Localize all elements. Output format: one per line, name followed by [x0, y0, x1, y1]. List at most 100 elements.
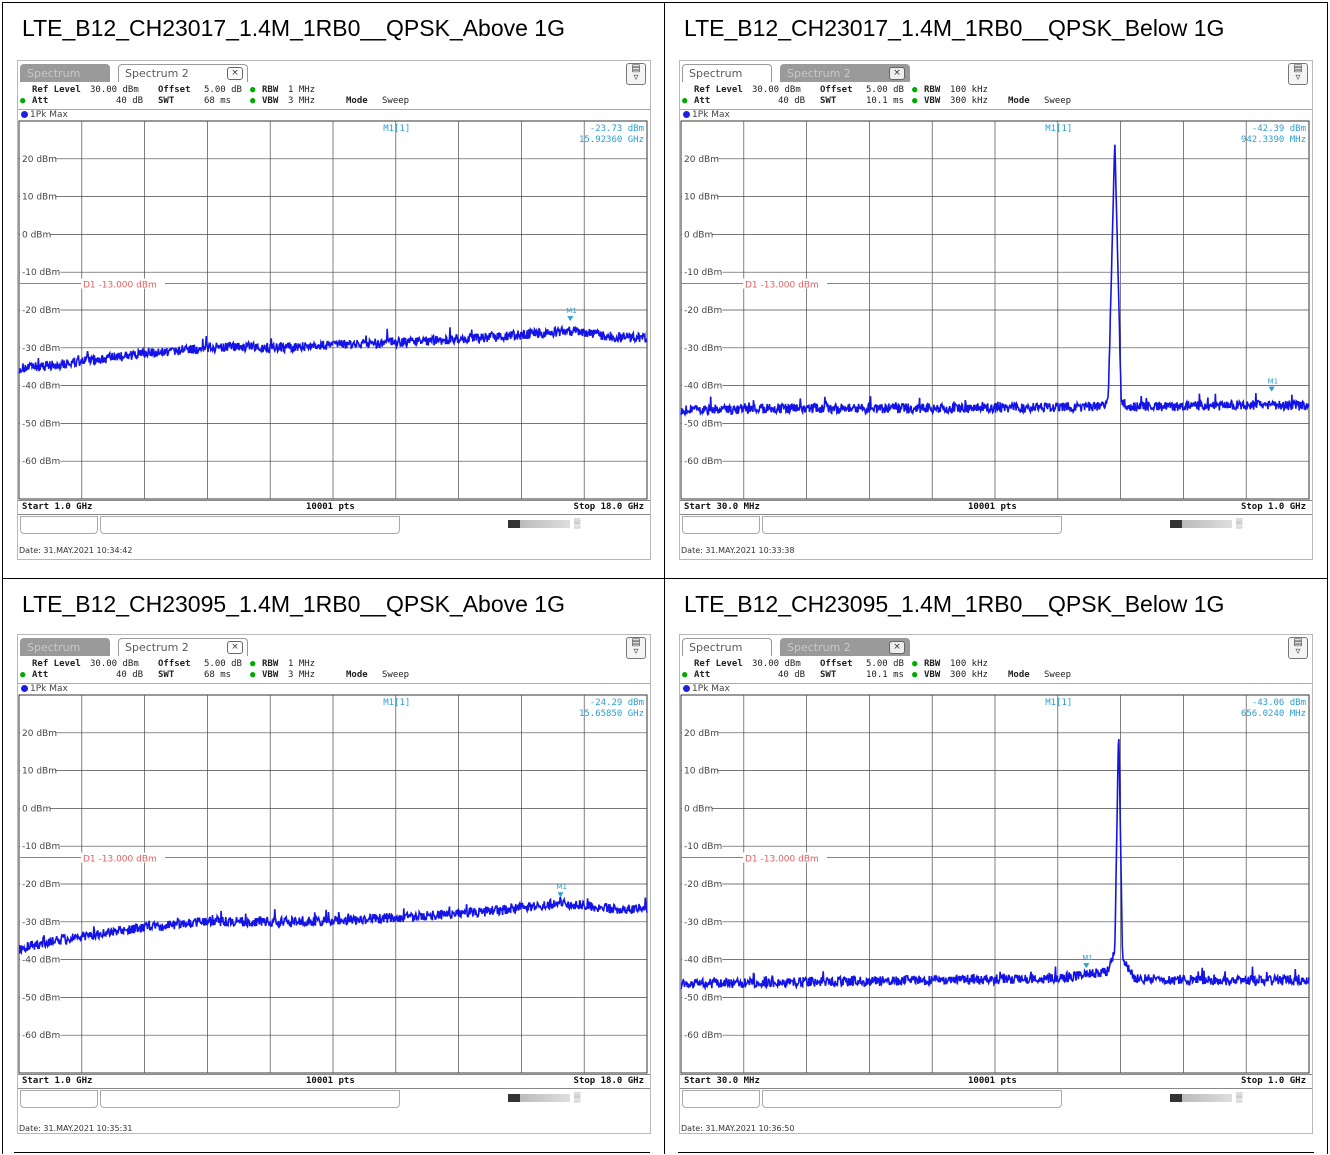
- marker-m1: [1268, 386, 1275, 392]
- sweep-points: 10001 pts: [306, 1076, 355, 1086]
- tab-spectrum[interactable]: Spectrum: [20, 64, 110, 82]
- sweep-points: 10001 pts: [306, 502, 355, 512]
- settings-row-2: ● Att 40 dB SWT 10.1 ms ● VBW 300 kHz Mode Sweep: [680, 670, 1312, 682]
- y-tick-label: 10 dBm: [684, 767, 719, 777]
- grid: [18, 120, 648, 500]
- start-frequency: Start 30.0 MHz: [684, 502, 760, 512]
- status-field: [682, 1090, 760, 1108]
- trace-color-icon: [683, 685, 690, 692]
- display-config-icon[interactable]: ▤ ▿: [626, 637, 646, 659]
- ref-level-value: 30.00 dBm: [90, 659, 139, 669]
- tab-spectrum-2[interactable]: Spectrum 2 ×: [118, 64, 248, 82]
- measuring-icon: ▒: [574, 518, 581, 528]
- spectrum-analyzer-screenshot: Spectrum Spectrum 2 × ▤ ▿ Ref Level 30.00 dBm O…: [679, 60, 1313, 560]
- display-line-label: D1 -13.000 dBm: [83, 855, 157, 865]
- y-tick-label: 0 dBm: [22, 804, 51, 814]
- table-border-divider: [664, 2, 665, 1154]
- tick-label-bg: [682, 954, 723, 965]
- trace-1: [680, 739, 1310, 991]
- tab-label: Spectrum: [689, 641, 743, 654]
- mode-label: Mode: [346, 670, 368, 680]
- vbw-label: VBW: [262, 670, 279, 680]
- display-line-label: D1 -13.000 dBm: [745, 855, 819, 865]
- marker-readout-level: -23.73 dBm: [590, 124, 644, 134]
- capture-date: Date: 31.MAY.2021 10:36:50: [681, 1124, 795, 1133]
- y-tick-label: -60 dBm: [684, 457, 722, 467]
- att-indicator-icon: ●: [20, 670, 26, 680]
- progress-indicator-icon: [508, 1094, 570, 1102]
- tick-label-bg: [20, 229, 50, 240]
- close-tab-icon[interactable]: ×: [889, 641, 905, 654]
- measuring-icon: ▒: [574, 1092, 581, 1102]
- att-value: 40 dB: [778, 670, 806, 680]
- att-label: Att: [694, 96, 711, 106]
- frequency-axis-bar: Start 30.0 MHz 10001 pts Stop 1.0 GHz: [680, 1074, 1312, 1089]
- settings-row-2: ● Att 40 dB SWT 68 ms ● VBW 3 MHz Mode Sweep: [18, 96, 650, 108]
- y-tick-label: -50 dBm: [22, 993, 60, 1003]
- marker-readout-frequency: 15.65850 GHz: [579, 709, 644, 719]
- display-config-icon[interactable]: ▤ ▿: [1288, 63, 1308, 85]
- trace-label: 1Pk Max: [18, 683, 650, 695]
- status-bar: ▒: [680, 1088, 1312, 1108]
- tab-spectrum[interactable]: Spectrum: [20, 638, 110, 656]
- tab-spectrum-2[interactable]: Spectrum 2 ×: [780, 64, 910, 82]
- close-tab-icon[interactable]: ×: [227, 641, 243, 654]
- trace-color-icon: [21, 685, 28, 692]
- tick-label-bg: [20, 803, 50, 814]
- trace-mode: 1Pk Max: [30, 110, 68, 120]
- display-config-icon[interactable]: ▤ ▿: [1288, 637, 1308, 659]
- att-indicator-icon: ●: [682, 96, 688, 106]
- tab-spectrum[interactable]: Spectrum: [682, 638, 772, 656]
- tab-label: Spectrum: [27, 641, 81, 654]
- swt-value: 68 ms: [204, 670, 232, 680]
- table-border-top: [2, 2, 1328, 3]
- y-tick-label: 0 dBm: [22, 230, 51, 240]
- y-tick-label: 10 dBm: [22, 767, 57, 777]
- rbw-value: 1 MHz: [288, 85, 316, 95]
- start-frequency: Start 30.0 MHz: [684, 1076, 760, 1086]
- rbw-indicator-icon: ●: [250, 85, 256, 95]
- display-config-icon[interactable]: ▤ ▿: [626, 63, 646, 85]
- tick-label-bg: [682, 456, 723, 467]
- marker-readout-name: M1[1]: [1045, 124, 1072, 134]
- y-tick-label: -60 dBm: [22, 1031, 60, 1041]
- vbw-label: VBW: [924, 670, 941, 680]
- status-bar: ▒: [18, 1088, 650, 1108]
- spectrum-analyzer-screenshot: Spectrum Spectrum 2 × ▤ ▿ Ref Level 30.00 dBm O…: [17, 634, 651, 1134]
- tick-label-bg: [20, 954, 61, 965]
- rbw-indicator-icon: ●: [912, 659, 918, 669]
- close-tab-icon[interactable]: ×: [227, 67, 243, 80]
- marker-readout-frequency: 15.92360 GHz: [579, 135, 644, 145]
- marker-readout-name: M1[1]: [1045, 698, 1072, 708]
- tick-label-bg: [20, 418, 61, 429]
- tab-spectrum-2[interactable]: Spectrum 2 ×: [780, 638, 910, 656]
- grid: [18, 694, 648, 1074]
- tab-spectrum-2[interactable]: Spectrum 2 ×: [118, 638, 248, 656]
- marker-readout-level: -24.29 dBm: [590, 698, 644, 708]
- close-tab-icon[interactable]: ×: [889, 67, 905, 80]
- message-field: [762, 1090, 1062, 1108]
- rbw-indicator-icon: ●: [250, 659, 256, 669]
- tick-label-bg: [20, 267, 61, 278]
- tick-label-bg: [20, 841, 61, 852]
- tick-label-bg: [20, 380, 61, 391]
- table-border-bottom-left: [14, 1152, 650, 1153]
- swt-label: SWT: [158, 670, 175, 680]
- tab-spectrum[interactable]: Spectrum: [682, 64, 772, 82]
- ref-level-value: 30.00 dBm: [752, 659, 801, 669]
- att-indicator-icon: ●: [20, 96, 26, 106]
- att-label: Att: [32, 96, 49, 106]
- swt-value: 10.1 ms: [866, 96, 904, 106]
- marker-m1: [1083, 963, 1090, 969]
- tick-label-bg: [682, 305, 723, 315]
- tab-label: Spectrum: [689, 67, 743, 80]
- settings-row-1: Ref Level 30.00 dBm Offset 5.00 dB ● RBW 100 k…: [680, 659, 1312, 671]
- tab-label: Spectrum 2: [125, 67, 189, 80]
- tab-bar: Spectrum Spectrum 2 ×: [680, 61, 1312, 83]
- status-field: [20, 1090, 98, 1108]
- y-tick-label: -50 dBm: [22, 419, 60, 429]
- mode-label: Mode: [1008, 96, 1030, 106]
- y-tick-label: -20 dBm: [684, 880, 722, 890]
- ref-level-value: 30.00 dBm: [752, 85, 801, 95]
- rbw-label: RBW: [924, 659, 941, 669]
